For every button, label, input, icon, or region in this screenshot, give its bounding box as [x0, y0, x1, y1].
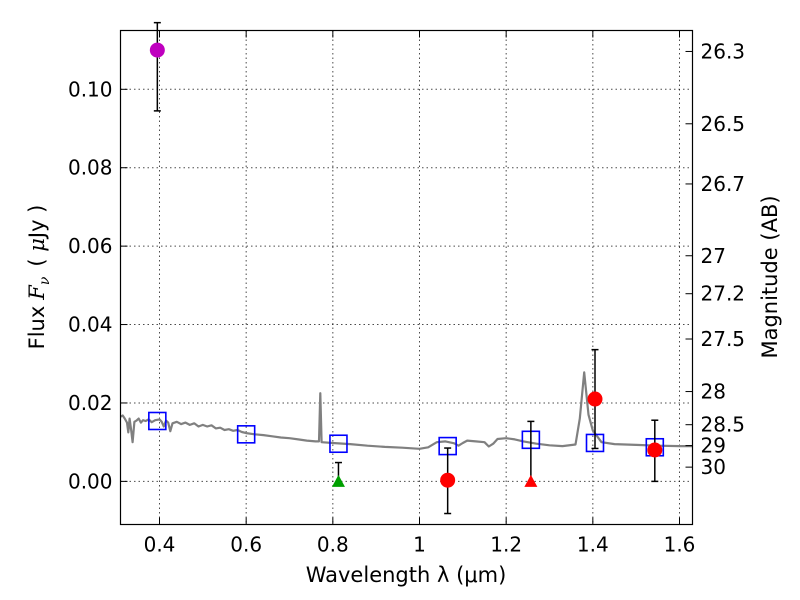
model-photometry-square [329, 434, 348, 454]
data-points-layer [148, 21, 665, 515]
y-tick-label: 0.04 [68, 313, 113, 337]
mag-tick-label: 29 [701, 434, 726, 458]
y-axis-label: FluxFν( μJy ) [25, 205, 53, 350]
x-tick-label: 0.8 [317, 533, 349, 557]
y-tick-label: 0.02 [68, 391, 113, 415]
x-tick-label: 1.6 [664, 533, 696, 557]
axis-ticks: 0.4 0.6 0.8 1 1.2 1.4 1.6 0.00 0.02 0.04 0.06 0.08 0… [68, 30, 746, 557]
mag-tick-label: 30 [701, 455, 726, 479]
grid-lines [120, 30, 693, 525]
upper_limit_green-marker [331, 474, 345, 487]
x-tick-label: 1.2 [490, 533, 522, 557]
y-tick-label: 0.06 [68, 234, 113, 258]
x-tick-label: 1 [413, 533, 426, 557]
mag-tick-label: 27.5 [701, 327, 746, 351]
mag-tick-label: 27 [701, 244, 726, 268]
mag-tick-label: 27.2 [701, 282, 746, 306]
y-tick-label: 0.08 [68, 156, 113, 180]
detection_purple-point [149, 42, 165, 58]
model-photometry-square [148, 411, 167, 431]
x-axis-label: Wavelength λ (μm) [306, 563, 507, 587]
mag-tick-label: 28.5 [701, 413, 746, 437]
observed_red-point [647, 442, 663, 458]
model-photometry-square [236, 425, 256, 444]
observed_red-point [440, 472, 456, 488]
upper_limit_red-marker [524, 474, 538, 487]
y2-axis-label: Magnitude (AB) [758, 195, 782, 358]
model-sed-layer [120, 371, 693, 450]
mag-tick-label: 26.7 [701, 172, 746, 196]
x-tick-label: 1.4 [577, 533, 609, 557]
mag-tick-label: 26.3 [701, 39, 746, 63]
mag-tick-label: 28 [701, 380, 726, 404]
mag-tick-label: 26.5 [701, 112, 746, 136]
model-sed-line [120, 371, 693, 450]
y-tick-label: 0.00 [68, 469, 113, 493]
x-tick-label: 0.6 [230, 533, 262, 557]
plot-frame [119, 29, 694, 526]
observed_red-point [587, 391, 603, 407]
y-tick-label: 0.10 [68, 77, 113, 101]
x-tick-label: 0.4 [144, 533, 176, 557]
